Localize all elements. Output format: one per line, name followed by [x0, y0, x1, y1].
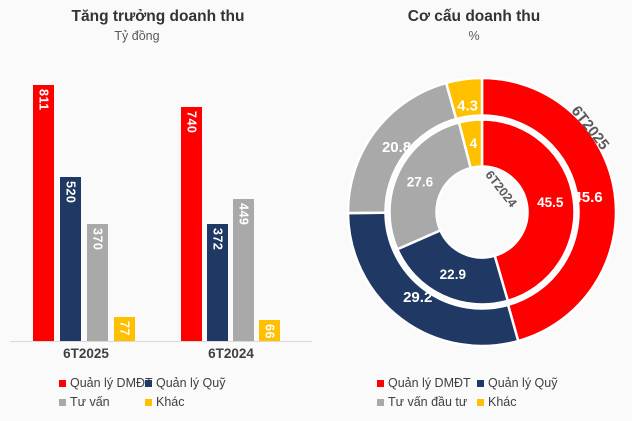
legend-label: Quản lý Quỹ — [156, 376, 226, 390]
bar-value-label: 520 — [63, 181, 78, 204]
bar-value-label: 77 — [117, 321, 132, 336]
donut-slice — [457, 118, 484, 170]
legend-label: Quản lý Quỹ — [488, 376, 558, 390]
donut-value-label: 45.5 — [537, 195, 564, 210]
legend-item: Quản lý Quỹ — [477, 376, 557, 390]
donut-value-label: 45.6 — [573, 189, 602, 206]
bar-value-label: 370 — [90, 228, 105, 251]
donut-slice — [480, 76, 618, 343]
legend-swatch-icon — [377, 398, 384, 406]
legend-label: Quản lý DMĐT — [70, 376, 153, 390]
category-label: 6T2025 — [63, 346, 109, 361]
bar-segment: 811 — [33, 85, 54, 341]
legend-label: Tư vấn — [70, 395, 110, 409]
legend-label: Tư vấn đầu tư — [388, 395, 468, 409]
legend-item: Quản lý DMĐT — [59, 376, 153, 390]
bar-chart-title: Tăng trưởng doanh thu — [71, 8, 245, 25]
bar-chart-unit: Tỷ đồng — [114, 29, 160, 43]
bar-segment: 370 — [87, 224, 108, 341]
donut-slice — [388, 120, 473, 251]
legend-swatch-icon — [145, 398, 152, 406]
legend-label: Khác — [156, 395, 185, 409]
bar-segment: 77 — [114, 317, 135, 341]
legend-item: Khác — [145, 395, 225, 409]
bar-chart-legend: Quản lý DMĐT Quản lý Quỹ Tư vấn Khác — [59, 376, 225, 409]
category-label: 6T2024 — [208, 346, 254, 361]
bar-segment: 740 — [181, 107, 202, 341]
legend-swatch-icon — [377, 379, 384, 387]
donut-chart-legend: Quản lý DMĐT Quản lý Quỹ Tư vấn đầu tư Khác — [377, 376, 557, 409]
legend-swatch-icon — [477, 398, 484, 406]
legend-item: Quản lý DMĐT — [377, 376, 477, 390]
legend-swatch-icon — [59, 398, 66, 406]
donut-value-label: 4.3 — [457, 97, 478, 114]
donut-value-label: 29.2 — [403, 289, 432, 306]
donut-slice — [395, 228, 510, 306]
legend-swatch-icon — [59, 379, 66, 387]
donut-value-label: 22.9 — [440, 267, 466, 282]
legend-label: Quản lý DMĐT — [388, 376, 471, 390]
bar-segment: 520 — [60, 177, 81, 341]
donut-chart-unit: % — [468, 29, 480, 43]
legend-item: Tư vấn — [59, 395, 145, 409]
legend-swatch-icon — [145, 379, 152, 387]
legend-swatch-icon — [477, 379, 484, 387]
bar-value-label: 449 — [236, 203, 251, 226]
donut-value-label: 20.8 — [382, 139, 411, 156]
bar-segment: 449 — [233, 199, 254, 341]
donut-chart-title: Cơ cấu doanh thu — [407, 8, 541, 25]
bar-value-label: 811 — [36, 89, 51, 111]
donut-value-label: 27.6 — [407, 174, 434, 189]
bar-segment: 372 — [207, 224, 228, 341]
donut-value-label: 4 — [470, 136, 478, 151]
bar-value-label: 740 — [184, 111, 199, 134]
bar-chart-plot: 811 740 520 372 370 449 77 66 6T2025 6T2024 — [10, 85, 312, 361]
legend-label: Khác — [488, 395, 517, 409]
legend-item: Khác — [477, 395, 557, 409]
x-axis-line — [10, 341, 312, 342]
bar-value-label: 372 — [210, 228, 225, 251]
legend-item: Quản lý Quỹ — [145, 376, 225, 390]
bar-value-label: 66 — [262, 324, 277, 339]
donut-slice — [444, 76, 484, 121]
bar-segment: 66 — [259, 320, 280, 341]
legend-item: Tư vấn đầu tư — [377, 395, 477, 409]
donut-slice — [480, 118, 576, 303]
